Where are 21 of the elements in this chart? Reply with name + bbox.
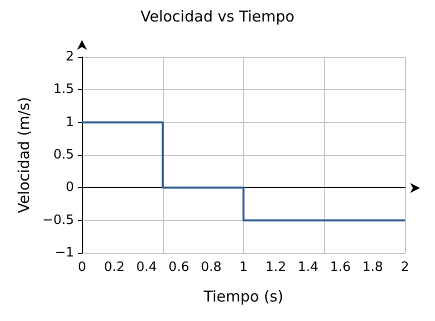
- x-tick-label: 0.2: [104, 260, 125, 275]
- x-tick-label: 0.8: [200, 260, 222, 275]
- chart-title: Velocidad vs Tiempo: [140, 8, 294, 26]
- y-tick-label: 0: [66, 180, 74, 196]
- y-axis-title: Velocidad (m/s): [15, 96, 34, 214]
- y-tick-label: 2: [66, 50, 74, 64]
- x-tick-label: 0.4: [136, 260, 157, 275]
- x-tick-label: 1.8: [362, 260, 384, 275]
- y-tick-label: −1: [54, 246, 74, 260]
- x-tick-label: 1: [239, 260, 248, 275]
- y-tick-label: −0.5: [42, 212, 74, 228]
- x-tick-label: 1.4: [298, 260, 318, 275]
- y-tick-label: 1: [66, 114, 74, 130]
- y-tick-label: 0.5: [53, 148, 74, 162]
- x-axis-title: Tiempo (s): [202, 288, 284, 306]
- x-tick-label: 2: [400, 260, 410, 275]
- y-tick-label: 1.5: [53, 82, 74, 98]
- x-tick-label: 0.6: [168, 260, 190, 275]
- x-tick-label: 1.6: [330, 260, 351, 275]
- x-tick-label: 0: [78, 260, 86, 275]
- x-tick-label: 1.2: [265, 260, 286, 275]
